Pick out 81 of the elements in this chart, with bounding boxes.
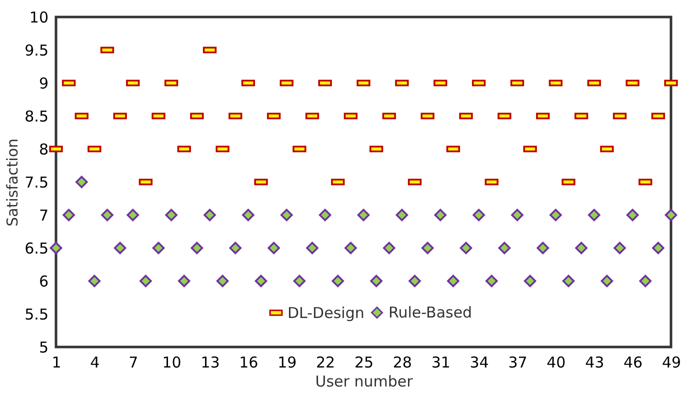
point bbox=[88, 274, 101, 288]
x-tick-label: 1 bbox=[52, 354, 62, 372]
point bbox=[536, 242, 550, 254]
y-tick-label: 6.5 bbox=[24, 240, 48, 258]
x-tick-label: 4 bbox=[90, 354, 100, 372]
x-tick-label: 34 bbox=[470, 354, 489, 372]
legend-label: DL-Design bbox=[288, 304, 364, 322]
point bbox=[575, 242, 588, 254]
point bbox=[50, 242, 62, 254]
x-tick-label: 28 bbox=[392, 354, 412, 372]
point bbox=[126, 208, 140, 222]
point bbox=[318, 208, 332, 222]
y-tick-label: 7.5 bbox=[24, 174, 48, 192]
point bbox=[652, 242, 664, 254]
point bbox=[114, 242, 126, 254]
point bbox=[62, 208, 75, 222]
point bbox=[280, 208, 293, 222]
point bbox=[382, 242, 396, 254]
x-tick-label: 37 bbox=[508, 354, 528, 372]
point bbox=[511, 208, 524, 222]
y-tick-label: 8.5 bbox=[24, 108, 48, 126]
point bbox=[332, 274, 344, 288]
point bbox=[396, 208, 408, 222]
point bbox=[357, 208, 370, 222]
point bbox=[204, 208, 216, 222]
y-axis-title: Satisfaction bbox=[4, 138, 22, 227]
point bbox=[421, 242, 434, 254]
x-tick-label: 13 bbox=[200, 354, 220, 372]
point bbox=[344, 242, 357, 254]
y-tick-label: 5 bbox=[38, 338, 48, 356]
x-tick-label: 31 bbox=[431, 354, 450, 372]
x-axis-title: User number bbox=[315, 372, 414, 390]
point bbox=[190, 242, 204, 254]
point bbox=[434, 208, 447, 222]
y-tick-label: 6 bbox=[38, 272, 48, 290]
point bbox=[242, 208, 254, 222]
point bbox=[152, 242, 165, 254]
point bbox=[178, 274, 190, 288]
point bbox=[460, 242, 472, 254]
point bbox=[216, 274, 229, 288]
point bbox=[75, 176, 88, 188]
point bbox=[165, 208, 178, 222]
x-tick-label: 10 bbox=[162, 354, 182, 372]
y-tick-label: 8 bbox=[38, 140, 48, 158]
y-tick-label: 9.5 bbox=[24, 42, 48, 60]
x-tick-label: 49 bbox=[662, 354, 682, 372]
point bbox=[614, 242, 626, 254]
point bbox=[472, 208, 485, 222]
x-tick-label: 22 bbox=[316, 354, 336, 372]
x-tick-label: 25 bbox=[354, 354, 374, 372]
point bbox=[600, 274, 614, 288]
point bbox=[447, 274, 460, 288]
point bbox=[664, 208, 678, 222]
x-tick-label: 46 bbox=[624, 354, 643, 372]
point bbox=[268, 242, 280, 254]
point bbox=[293, 274, 306, 288]
point bbox=[626, 208, 639, 222]
point bbox=[524, 274, 536, 288]
point bbox=[254, 274, 268, 288]
x-tick-label: 7 bbox=[128, 354, 138, 372]
point bbox=[485, 274, 498, 288]
point bbox=[408, 274, 421, 288]
point bbox=[639, 274, 652, 288]
point bbox=[229, 242, 242, 254]
x-tick-label: 40 bbox=[546, 354, 566, 372]
point bbox=[140, 274, 152, 288]
x-tick-label: 19 bbox=[278, 354, 297, 372]
legend-label: Rule-Based bbox=[388, 304, 472, 322]
y-tick-label: 5.5 bbox=[24, 306, 48, 324]
point bbox=[306, 242, 318, 254]
point bbox=[498, 242, 511, 254]
point bbox=[562, 274, 575, 288]
y-tick-label: 7 bbox=[38, 206, 48, 224]
y-tick-label: 10 bbox=[29, 8, 48, 26]
point bbox=[370, 274, 382, 288]
x-tick-label: 43 bbox=[585, 354, 604, 372]
point bbox=[588, 208, 600, 222]
point bbox=[101, 208, 114, 222]
y-tick-label: 9 bbox=[38, 74, 48, 92]
x-tick-label: 16 bbox=[239, 354, 258, 372]
point bbox=[550, 208, 562, 222]
